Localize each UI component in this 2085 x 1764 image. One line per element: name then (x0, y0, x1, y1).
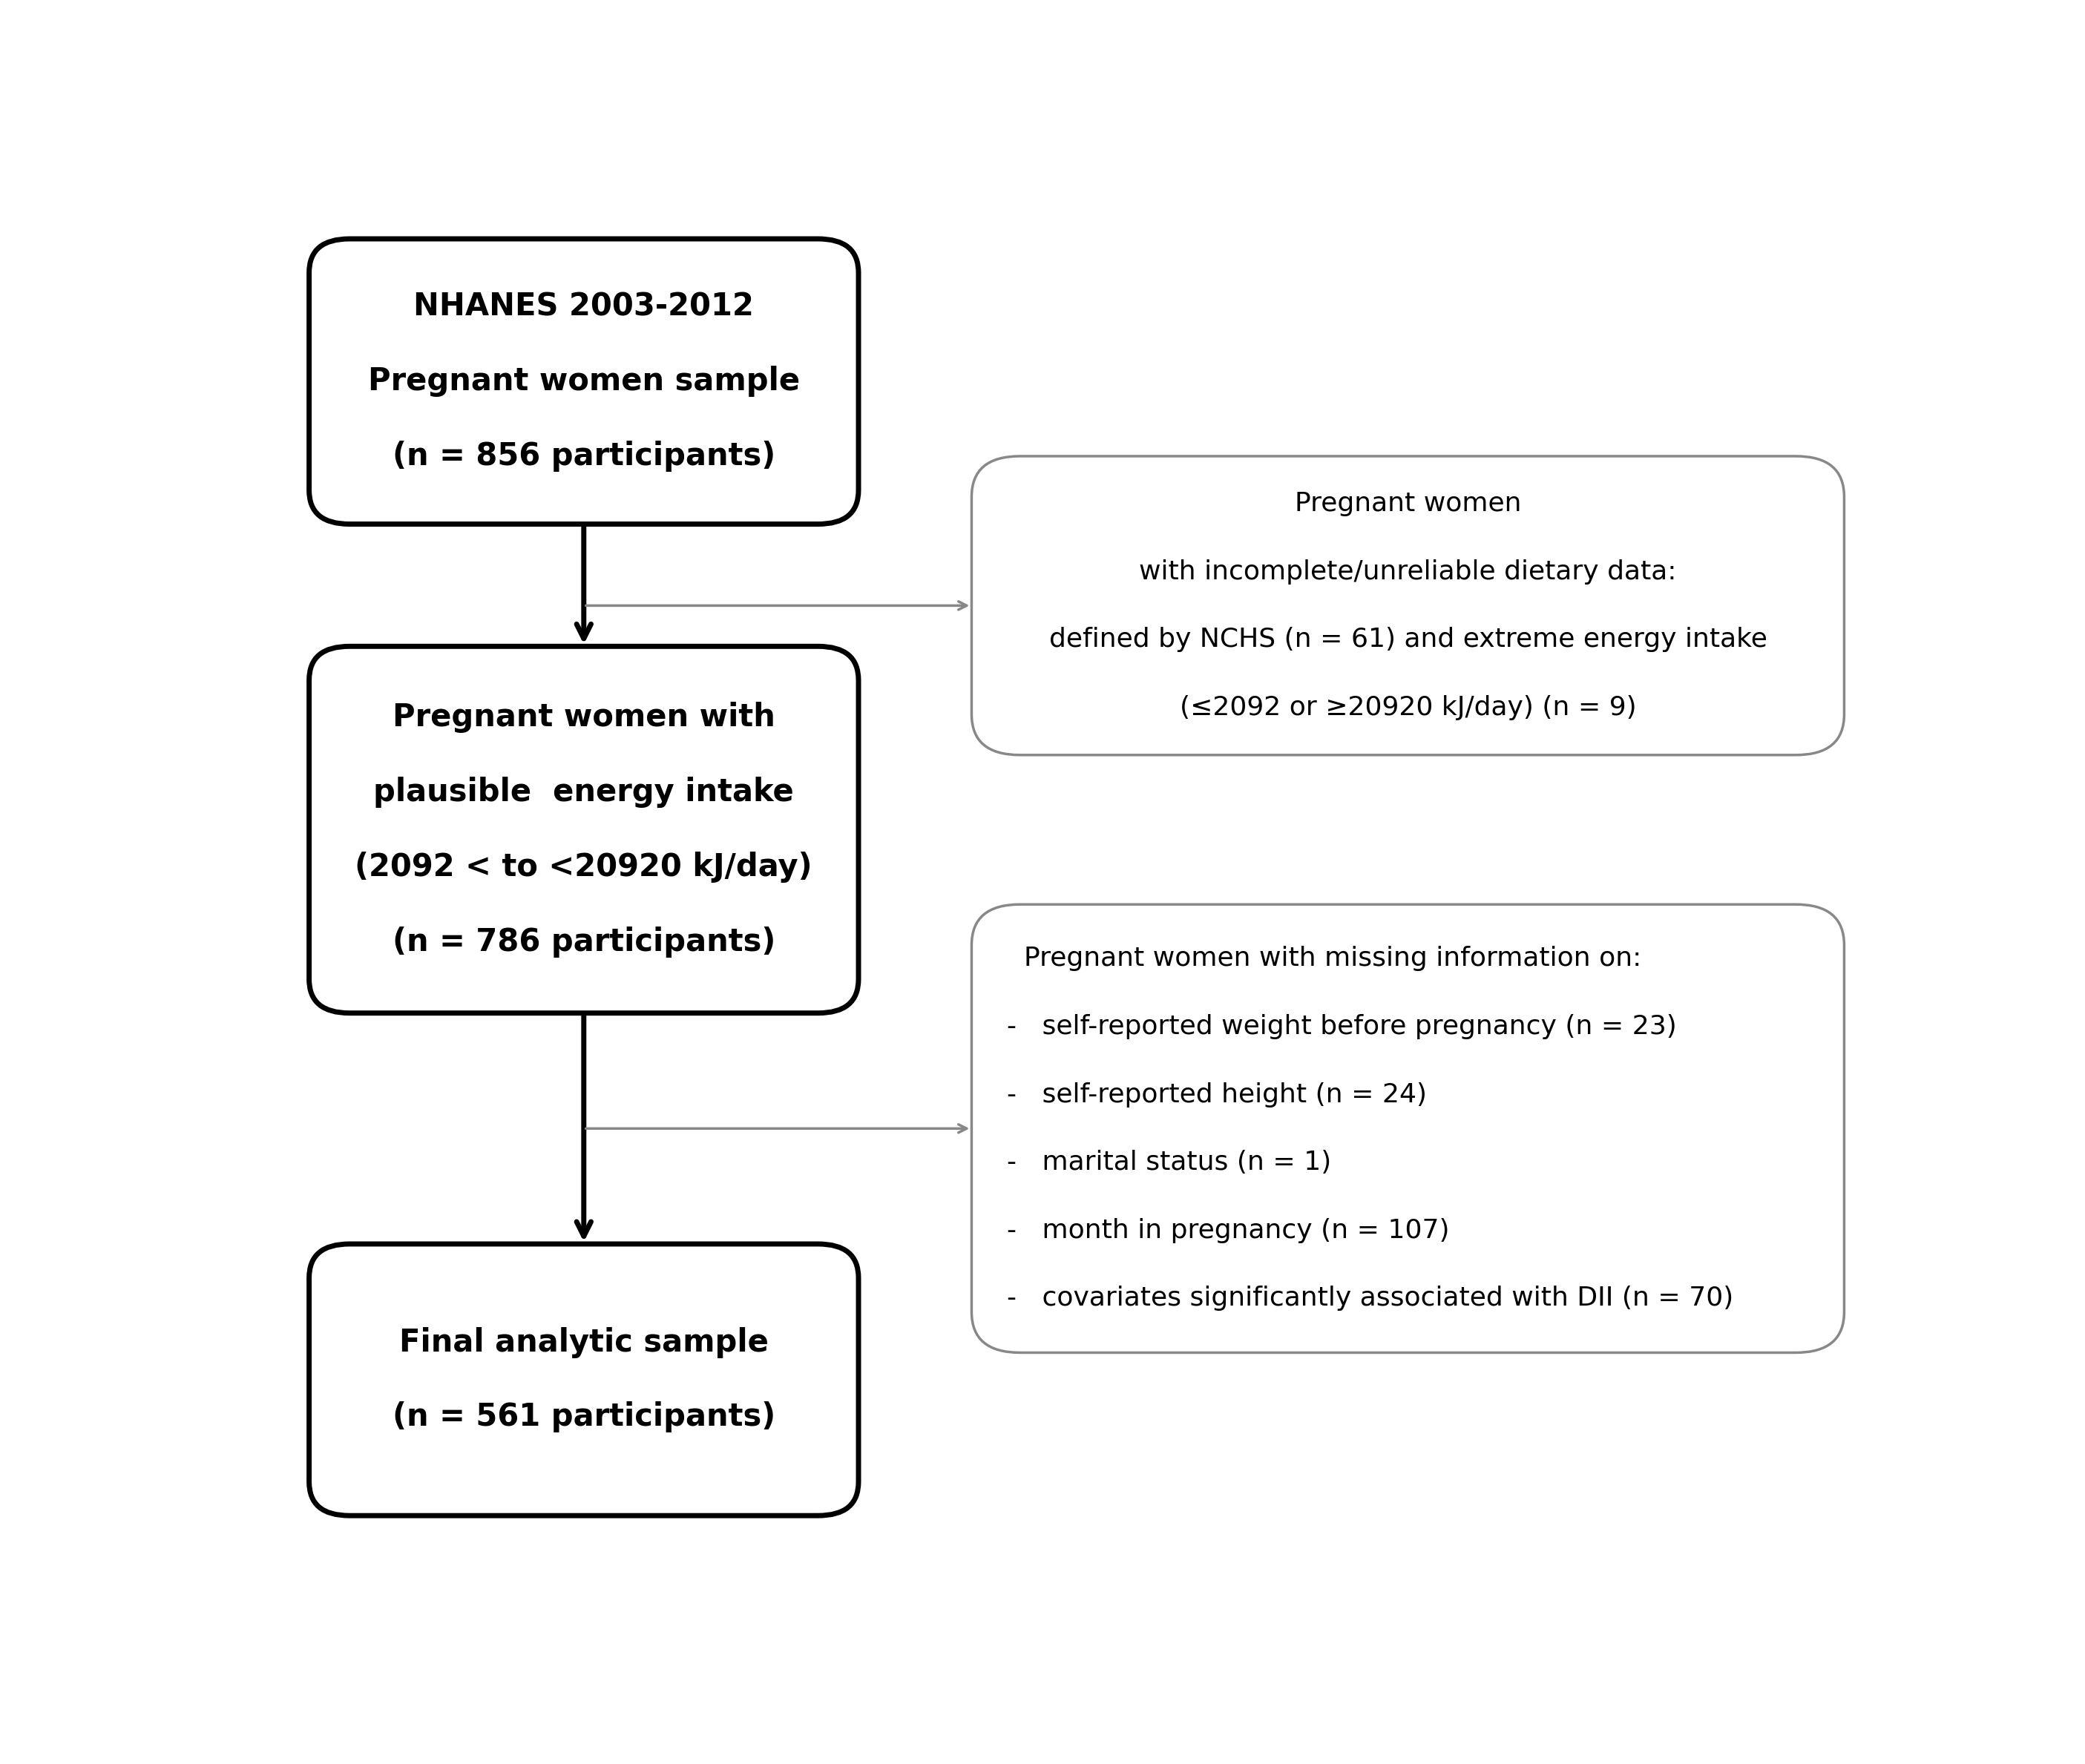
Text: Pregnant women with: Pregnant women with (392, 702, 776, 734)
Text: Pregnant women sample: Pregnant women sample (367, 365, 801, 397)
FancyBboxPatch shape (309, 646, 859, 1013)
Text: -   self-reported weight before pregnancy (n = 23): - self-reported weight before pregnancy … (1007, 1014, 1676, 1039)
Text: (n = 786 participants): (n = 786 participants) (392, 926, 776, 958)
Text: -   self-reported height (n = 24): - self-reported height (n = 24) (1007, 1081, 1426, 1108)
Text: (≤2092 or ≥20920 kJ/day) (n = 9): (≤2092 or ≥20920 kJ/day) (n = 9) (1180, 695, 1637, 720)
Text: Pregnant women with missing information on:: Pregnant women with missing information … (1007, 946, 1641, 972)
Text: (n = 561 participants): (n = 561 participants) (392, 1402, 776, 1432)
Text: plausible  energy intake: plausible energy intake (373, 776, 794, 808)
FancyBboxPatch shape (972, 905, 1845, 1353)
Text: -   month in pregnancy (n = 107): - month in pregnancy (n = 107) (1007, 1217, 1449, 1244)
FancyBboxPatch shape (972, 457, 1845, 755)
FancyBboxPatch shape (309, 238, 859, 524)
Text: Pregnant women: Pregnant women (1295, 490, 1522, 517)
Text: NHANES 2003-2012: NHANES 2003-2012 (413, 291, 755, 323)
Text: -   marital status (n = 1): - marital status (n = 1) (1007, 1150, 1332, 1175)
Text: defined by NCHS (n = 61) and extreme energy intake: defined by NCHS (n = 61) and extreme ene… (1049, 626, 1766, 653)
Text: (2092 < to <20920 kJ/day): (2092 < to <20920 kJ/day) (354, 852, 813, 882)
Text: Final analytic sample: Final analytic sample (398, 1327, 769, 1358)
Text: (n = 856 participants): (n = 856 participants) (392, 441, 776, 471)
Text: with incomplete/unreliable dietary data:: with incomplete/unreliable dietary data: (1138, 559, 1676, 584)
FancyBboxPatch shape (309, 1244, 859, 1515)
Text: -   covariates significantly associated with DII (n = 70): - covariates significantly associated wi… (1007, 1286, 1735, 1311)
